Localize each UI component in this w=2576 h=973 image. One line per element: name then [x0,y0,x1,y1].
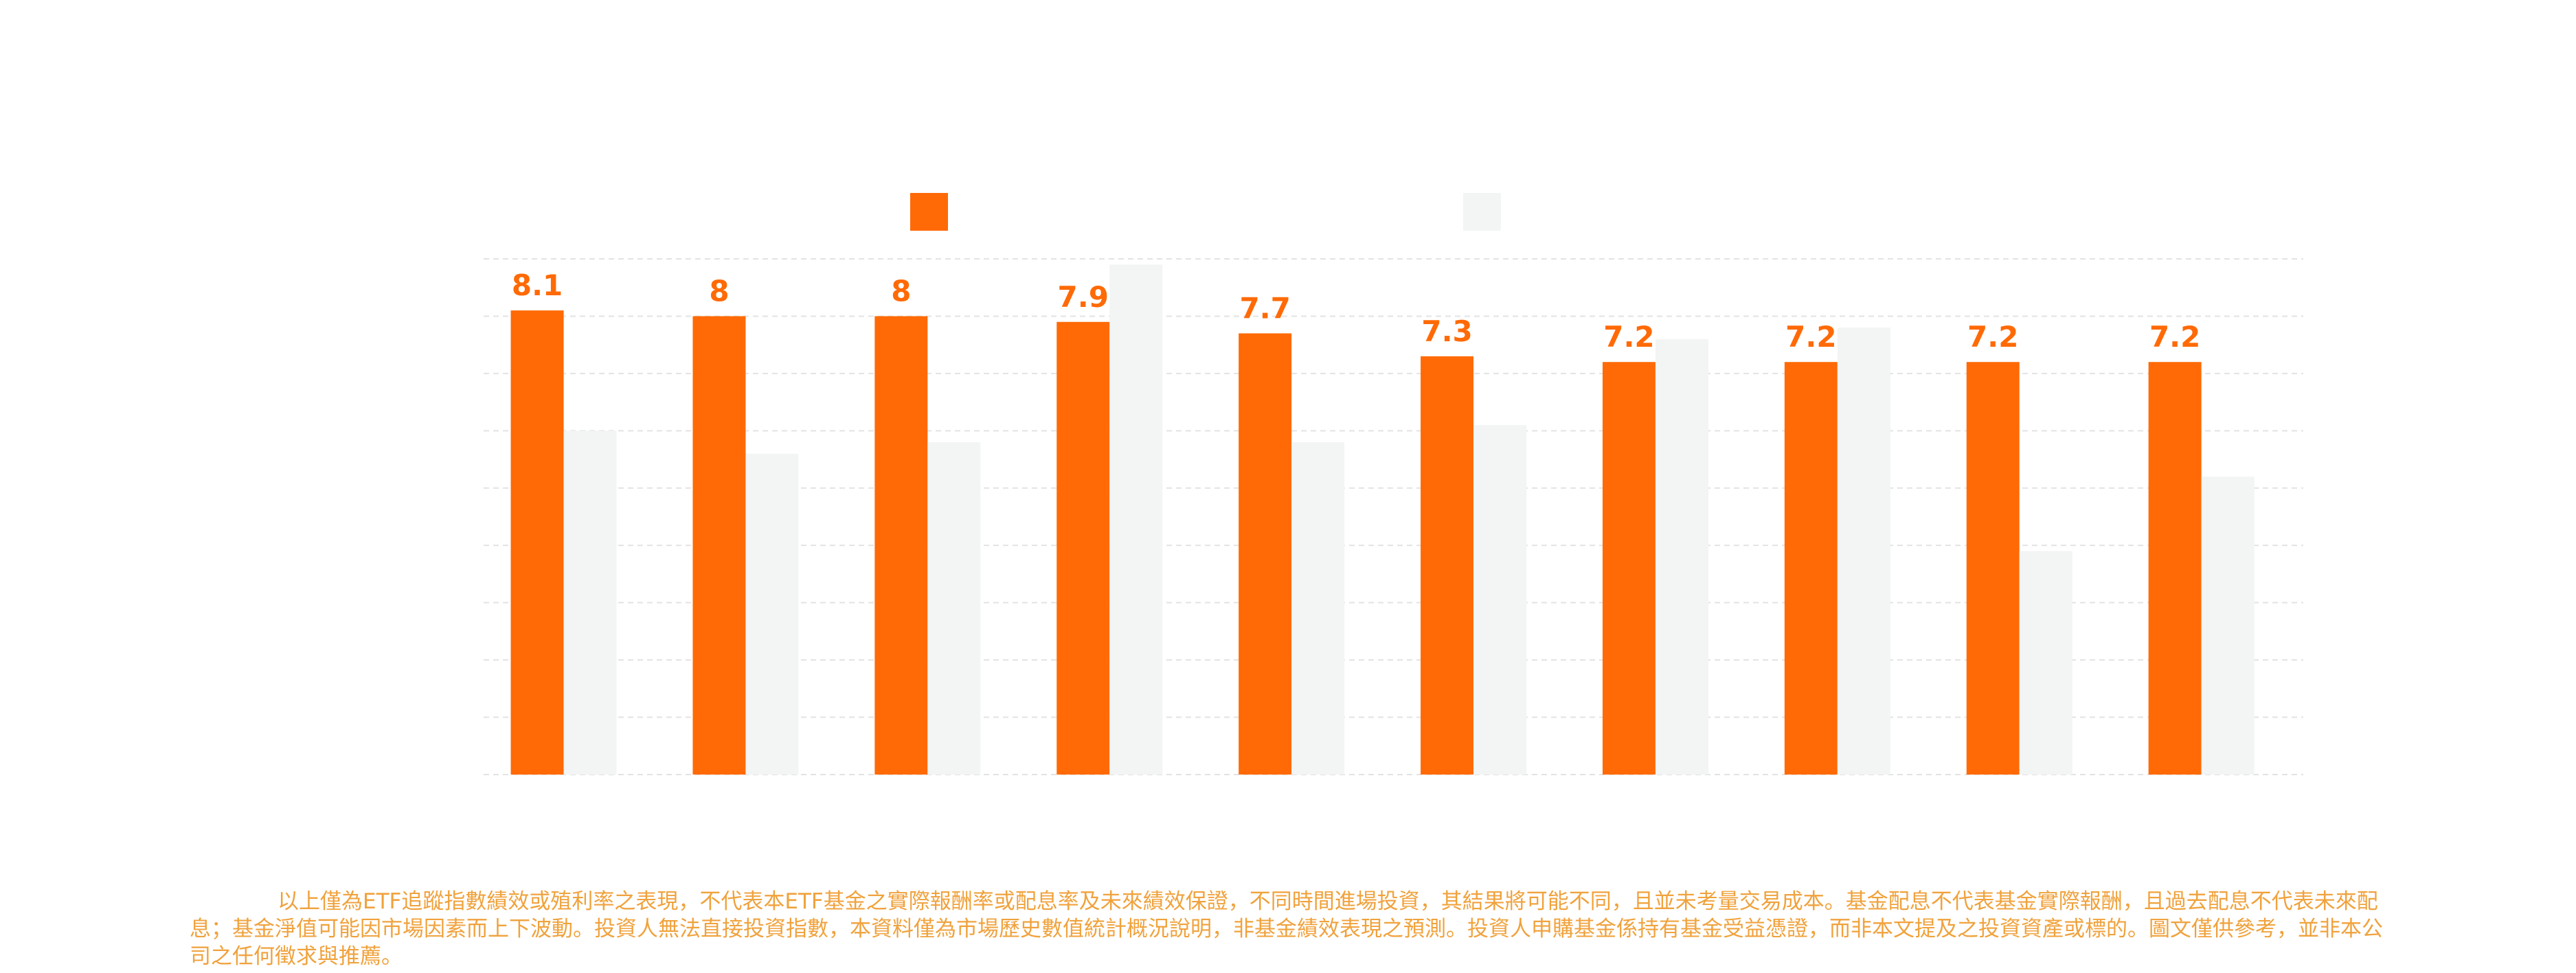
value-label: 7.9 [1058,280,1109,314]
bar [2201,477,2255,775]
bar [510,310,564,775]
bar [1473,424,1527,775]
bar [2019,551,2072,775]
bar [563,431,617,775]
bar [1421,356,1474,775]
value-label: 7.7 [1239,291,1290,325]
bar [927,442,981,775]
bar [1784,362,1838,775]
bar [692,316,746,775]
legend-swatch [910,193,948,231]
chart: 8.1 8 8 7.9 7.7 7.3 7.2 7.2 7.2 7.2 [484,193,2303,775]
bar [1291,442,1345,775]
value-label: 8 [709,274,729,308]
bar [1057,321,1110,775]
bar [1602,362,1656,775]
value-label: 8 [891,274,911,308]
value-label: 7.3 [1421,314,1472,348]
value-label: 7.2 [1967,320,2018,354]
value-label: 8.1 [512,268,563,302]
bar [1837,328,1890,775]
legend-swatch [1463,193,1501,231]
bar [1239,333,1292,775]
bar [1655,339,1708,775]
footnote: 以上僅為ETF追蹤指數績效或殖利率之表現，不代表本ETF基金之實際報酬率或配息率… [190,889,2383,969]
value-label: 7.2 [2149,320,2200,354]
bar [874,316,928,775]
bar [2148,362,2202,775]
bar [1966,362,2020,775]
value-label: 7.2 [1603,320,1654,354]
bar [745,453,799,775]
bar [1109,264,1163,775]
value-label: 7.2 [1785,320,1836,354]
